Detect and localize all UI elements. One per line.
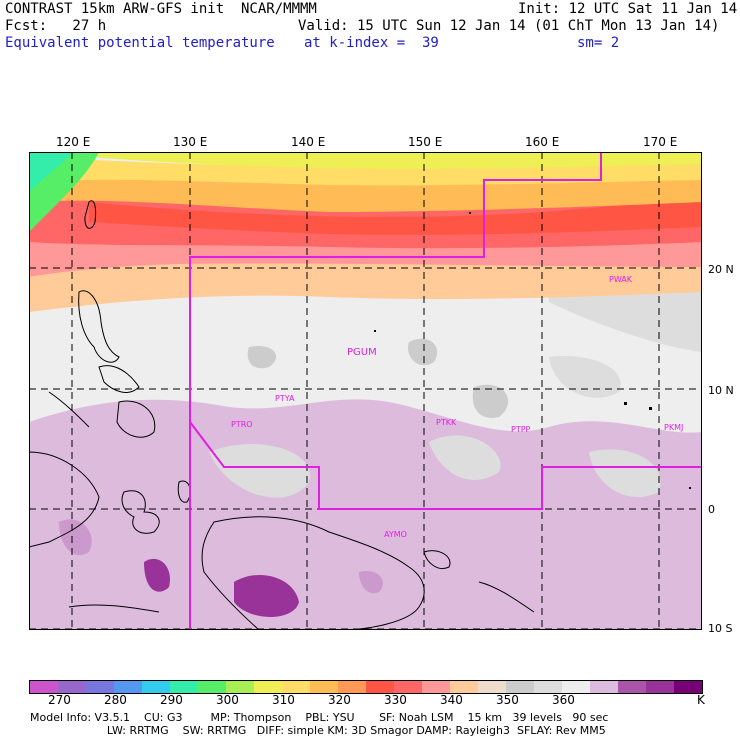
new-guinea-outline	[201, 516, 425, 630]
lat-label-20n: 20 N	[708, 263, 734, 276]
field-dark-purple	[144, 558, 170, 592]
field-grey-patch	[247, 346, 277, 369]
model-info-line1: Model Info: V3.5.1 CU: G3 MP: Thompson P…	[30, 711, 609, 724]
colorbar-swatch	[142, 681, 170, 693]
colorbar-label-350: 350	[496, 693, 519, 707]
field-grey-patch	[408, 338, 438, 366]
colorbar-swatch	[478, 681, 506, 693]
colorbar-label-340: 340	[440, 693, 463, 707]
station-ptya: PTYA	[275, 394, 295, 403]
field-grey-patch	[589, 449, 661, 498]
colorbar-label-330: 330	[384, 693, 407, 707]
colorbar-label-270: 270	[48, 693, 71, 707]
colorbar-swatch	[394, 681, 422, 693]
lat-label-0: 0	[708, 503, 715, 516]
map-frame	[29, 152, 702, 630]
sulawesi-outline	[121, 490, 160, 534]
colorbar-swatch	[646, 681, 674, 693]
colorbar-label-360: 360	[552, 693, 575, 707]
colorbar-swatch	[86, 681, 114, 693]
field-grey-patch	[549, 356, 621, 398]
field-mid-purple	[59, 519, 92, 556]
lat-label-10s: 10 S	[708, 622, 733, 635]
field-band-aqua	[29, 152, 74, 192]
colorbar	[29, 680, 703, 694]
theta-e-map: PWAK PGUM PTYA PTRO PTKK PTPP PKMJ AYMO	[29, 152, 702, 630]
colorbar-swatch	[590, 681, 618, 693]
colorbar-swatch	[366, 681, 394, 693]
colorbar-label-310: 310	[272, 693, 295, 707]
colorbar-swatch	[282, 681, 310, 693]
lon-label-160: 160 E	[525, 135, 560, 149]
palawan-outline	[48, 391, 90, 428]
forecast-hour: Fcst: 27 h	[5, 18, 107, 34]
borneo-outline	[29, 451, 100, 548]
station-pgum: PGUM	[347, 347, 377, 358]
model-title: CONTRAST 15km ARW-GFS init NCAR/MMMM	[5, 1, 317, 17]
station-pwak: PWAK	[609, 275, 633, 284]
colorbar-swatch	[30, 681, 58, 693]
lon-label-140: 140 E	[291, 135, 326, 149]
field-grey-patch	[429, 435, 501, 481]
colorbar-swatch	[226, 681, 254, 693]
halmahera-outline	[177, 480, 191, 503]
colorbar-label-290: 290	[160, 693, 183, 707]
solomons-outline	[478, 581, 535, 613]
lat-label-10n: 10 N	[708, 384, 734, 397]
colorbar-swatch	[674, 681, 702, 693]
colorbar-swatch	[198, 681, 226, 693]
colorbar-swatch	[310, 681, 338, 693]
lon-label-150: 150 E	[408, 135, 443, 149]
lon-label-170: 170 E	[643, 135, 678, 149]
level-index: at k-index = 39	[304, 35, 439, 51]
colorbar-swatch	[450, 681, 478, 693]
colorbar-label-280: 280	[104, 693, 127, 707]
field-purple-zone	[29, 399, 702, 630]
colorbar-swatch	[562, 681, 590, 693]
timor-outline	[68, 604, 160, 613]
colorbar-swatch	[422, 681, 450, 693]
field-band-red-deep	[89, 201, 702, 235]
colorbar-swatch	[170, 681, 198, 693]
colorbar-swatch	[534, 681, 562, 693]
field-band-yellow	[29, 157, 702, 186]
station-pkmj: PKMJ	[664, 423, 683, 432]
model-info-line2: LW: RRTMG SW: RRTMG DIFF: simple KM: 3D …	[30, 724, 606, 737]
new-britain-outline	[423, 550, 451, 569]
station-ptpp: PTPP	[511, 425, 531, 434]
colorbar-swatch	[338, 681, 366, 693]
init-time: Init: 12 UTC Sat 11 Jan 14	[518, 1, 738, 17]
field-mid-purple	[359, 571, 383, 594]
valid-time: Valid: 15 UTC Sun 12 Jan 14 (01 ChT Mon …	[298, 18, 720, 34]
visayas-outline	[98, 365, 140, 393]
colorbar-swatch	[58, 681, 86, 693]
island-dots	[374, 212, 691, 489]
field-dark-purple	[234, 574, 299, 617]
taiwan-outline	[84, 200, 97, 229]
colorbar-swatch	[254, 681, 282, 693]
fir-boundary	[189, 152, 702, 630]
colorbar-swatch	[114, 681, 142, 693]
station-ptro: PTRO	[231, 420, 253, 429]
colorbar-swatch	[618, 681, 646, 693]
colorbar-swatch	[506, 681, 534, 693]
lon-label-120: 120 E	[56, 135, 91, 149]
coastlines	[29, 200, 535, 630]
luzon-outline	[78, 290, 120, 363]
station-aymo: AYMO	[384, 530, 407, 539]
mindanao-outline	[116, 400, 156, 438]
station-ptkk: PTKK	[436, 418, 457, 427]
field-grey-patch	[472, 384, 509, 418]
colorbar-label-300: 300	[216, 693, 239, 707]
field-name: Equivalent potential temperature	[5, 35, 275, 51]
smoothing: sm= 2	[577, 35, 620, 51]
lon-label-130: 130 E	[173, 135, 208, 149]
colorbar-label-320: 320	[328, 693, 351, 707]
field-band-lightyellow	[89, 152, 702, 169]
field-band-tan	[29, 258, 702, 312]
colorbar-unit: K	[697, 693, 705, 707]
field-grey-patch	[209, 443, 311, 498]
station-labels: PWAK PGUM PTYA PTRO PTKK PTPP PKMJ AYMO	[231, 275, 683, 539]
